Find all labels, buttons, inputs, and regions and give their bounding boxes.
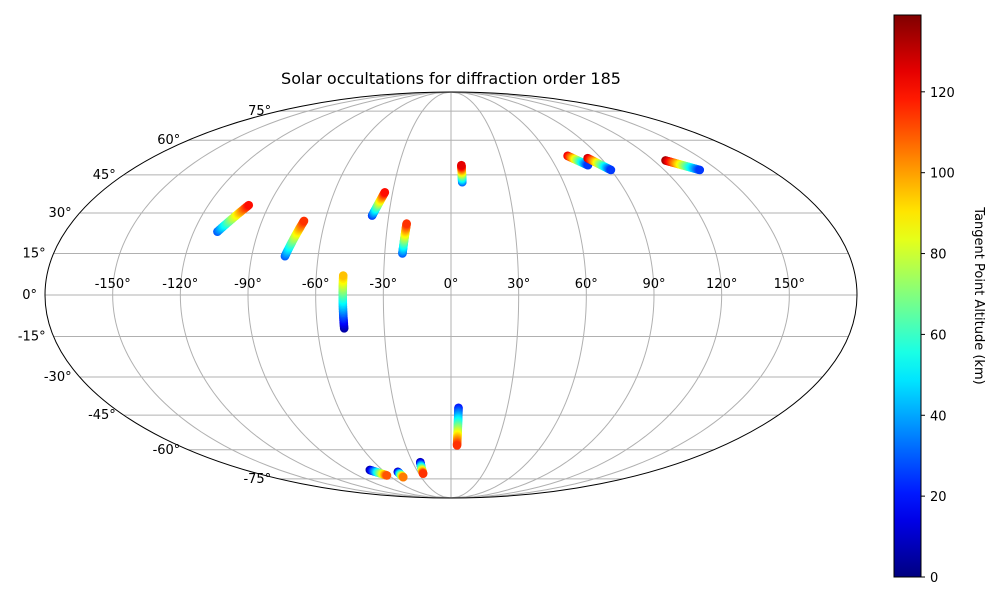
lon-tick-label: -30° [369, 277, 397, 292]
lon-tick-label: 90° [642, 277, 665, 292]
colorbar-tick-label: 40 [930, 409, 947, 424]
occultation-track [416, 457, 428, 478]
lon-tick-label: 30° [507, 277, 530, 292]
occultation-track [213, 200, 254, 236]
track-point [695, 165, 705, 175]
occultation-track [365, 465, 392, 480]
lat-tick-label: 60° [157, 133, 180, 148]
track-point [299, 216, 309, 226]
lon-tick-label: -90° [234, 277, 262, 292]
lon-tick-label: 0° [444, 277, 459, 292]
lon-tick-label: 120° [706, 277, 737, 292]
colorbar-gradient [893, 14, 922, 578]
colorbar-tick-label: 60 [930, 328, 947, 343]
colorbar-tick-label: 120 [930, 86, 955, 101]
lat-tick-label: 15° [23, 246, 46, 261]
occultation-track [367, 187, 390, 220]
map-grid [44, 91, 858, 499]
colorbar-tick-label: 100 [930, 167, 955, 182]
lat-tick-label: -15° [18, 330, 46, 345]
lon-tick-label: -150° [95, 277, 131, 292]
lon-tick-label: -120° [162, 277, 198, 292]
lat-tick-label: 45° [93, 168, 116, 183]
lat-tick-label: 30° [49, 206, 72, 221]
colorbar-tick-label: 80 [930, 248, 947, 263]
lon-tick-labels: -150° -120° -90° -60° -30° 0° 30° 60° 90° 120° 150… [95, 277, 805, 292]
occultation-track [452, 403, 463, 450]
track-point [402, 219, 411, 228]
lon-tick-label: 60° [575, 277, 598, 292]
colorbar: 0 20 40 60 80 100 120 Tangent Point Altitude (k… [893, 14, 986, 586]
lon-tick-label: 150° [774, 277, 805, 292]
colorbar-label: Tangent Point Altitude (km) [971, 206, 986, 384]
occultation-track [583, 153, 616, 175]
colorbar-tick-label: 20 [930, 490, 947, 505]
occultation-track [338, 271, 349, 333]
lat-tick-label: -45° [88, 408, 116, 423]
track-point [382, 471, 392, 480]
occultation-track [661, 156, 705, 175]
track-point [452, 441, 462, 450]
lat-tick-label: -60° [153, 443, 181, 458]
occultation-track [280, 216, 309, 261]
track-point [380, 187, 390, 197]
lon-tick-label: -60° [302, 277, 330, 292]
track-point [606, 165, 616, 175]
lat-tick-label: -75° [243, 472, 271, 487]
occultation-track [393, 467, 408, 482]
occultation-track [457, 160, 467, 187]
lat-tick-label: 0° [22, 288, 37, 303]
track-point [457, 160, 466, 170]
occultation-track [398, 219, 411, 258]
colorbar-tick-label: 0 [930, 571, 938, 586]
map-outline [44, 91, 858, 499]
lat-tick-label: -30° [44, 370, 72, 385]
track-point [398, 472, 408, 482]
tracks [213, 151, 705, 482]
track-point [418, 469, 428, 478]
track-point [338, 271, 348, 280]
track-point [244, 200, 254, 210]
lat-tick-label: 75° [248, 104, 271, 119]
chart-title: Solar occultations for diffraction order… [281, 69, 621, 88]
lat-tick-labels: 75° 60° 45° 30° 15° 0° -15° -30° -45° -60° -75° [18, 104, 271, 487]
